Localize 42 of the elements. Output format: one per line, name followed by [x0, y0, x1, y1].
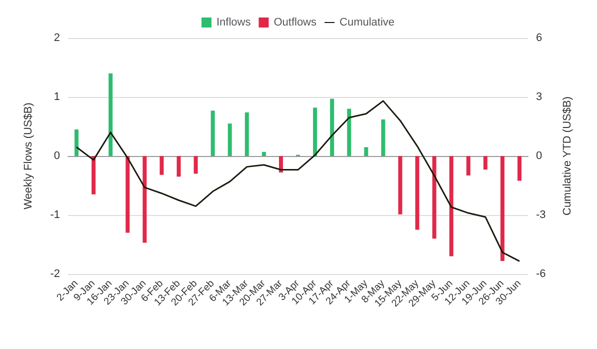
bar	[483, 156, 488, 170]
y-axis-title: Weekly Flows (US$B)	[22, 102, 34, 210]
bar	[108, 73, 113, 156]
y-tick-label: 1	[54, 91, 60, 103]
bar	[74, 129, 79, 156]
y2-tick-label: -3	[536, 209, 546, 221]
bar	[330, 98, 334, 156]
legend-label: Outflows	[274, 16, 318, 28]
bar	[160, 156, 164, 175]
bar	[176, 156, 181, 177]
bar	[262, 152, 266, 156]
y2-tick-label: 6	[536, 32, 542, 44]
y2-tick-label: -6	[536, 268, 546, 280]
bar	[432, 156, 436, 239]
bar	[126, 156, 130, 233]
bar	[500, 156, 504, 262]
bar	[347, 108, 352, 156]
bar	[449, 156, 454, 256]
bar	[210, 110, 215, 156]
legend-label: Cumulative	[340, 16, 395, 28]
bar	[278, 156, 283, 173]
y-tick-label: 0	[54, 150, 60, 162]
bar	[244, 112, 249, 156]
bar	[92, 156, 96, 194]
bar	[381, 119, 386, 156]
y-tick-label: 2	[54, 32, 60, 44]
bar	[398, 156, 402, 214]
bar	[466, 156, 470, 176]
y-tick-label: -1	[50, 209, 60, 221]
bar	[194, 156, 198, 174]
legend-label: Inflows	[216, 16, 252, 28]
y2-tick-label: 3	[536, 91, 542, 103]
bar	[313, 108, 318, 156]
line-series	[76, 100, 520, 262]
bar	[364, 147, 368, 156]
bar	[517, 156, 522, 181]
y2-axis-title: Cumulative YTD (US$B)	[562, 96, 574, 216]
bar	[142, 156, 147, 243]
y2-tick-label: 0	[536, 150, 542, 162]
bar	[415, 156, 420, 230]
bar	[228, 124, 232, 156]
y-tick-label: -2	[50, 268, 60, 280]
